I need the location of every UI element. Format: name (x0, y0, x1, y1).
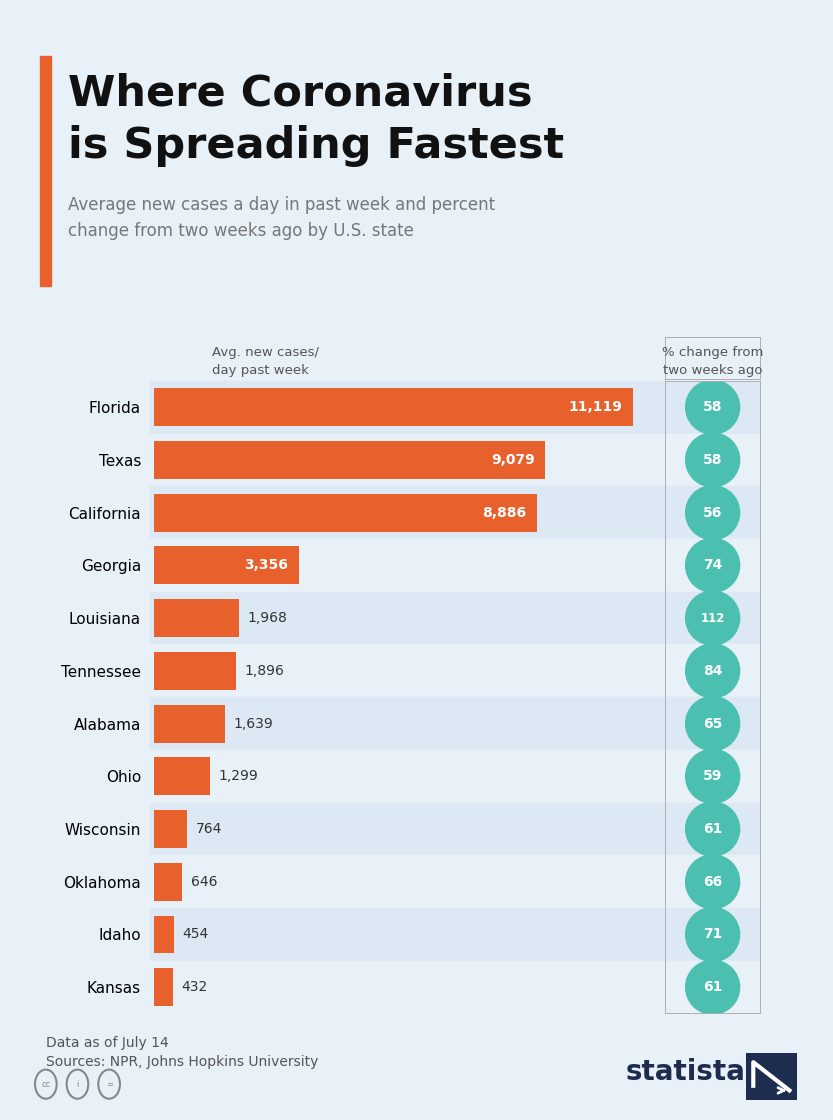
Text: 9,079: 9,079 (491, 452, 535, 467)
Text: 65: 65 (703, 717, 722, 730)
Bar (150, 486, 667, 539)
Text: cc: cc (41, 1080, 51, 1089)
Bar (665, 803, 761, 856)
Text: 84: 84 (703, 664, 722, 678)
Bar (150, 697, 667, 750)
Bar (665, 908, 761, 961)
Ellipse shape (686, 697, 740, 750)
Bar (154, 915, 173, 953)
Bar (665, 961, 761, 1014)
Bar (154, 652, 236, 690)
Ellipse shape (686, 960, 740, 1015)
Text: 1,968: 1,968 (247, 612, 287, 625)
Text: 71: 71 (703, 927, 722, 942)
Text: 59: 59 (703, 769, 722, 783)
Bar (150, 381, 667, 433)
Bar (150, 591, 667, 644)
Bar (150, 644, 667, 697)
Text: 1,896: 1,896 (244, 664, 284, 678)
Bar (150, 539, 667, 591)
Text: 58: 58 (703, 452, 722, 467)
Text: 58: 58 (703, 400, 722, 414)
Text: 8,886: 8,886 (482, 505, 526, 520)
Bar (150, 961, 667, 1014)
Text: 454: 454 (182, 927, 208, 942)
Text: 3,356: 3,356 (244, 559, 288, 572)
Ellipse shape (686, 907, 740, 961)
Bar (665, 750, 761, 803)
Bar (665, 381, 761, 433)
Bar (150, 908, 667, 961)
Bar (665, 697, 761, 750)
Text: =: = (106, 1080, 112, 1089)
Ellipse shape (686, 380, 740, 435)
Bar (150, 750, 667, 803)
Bar (665, 644, 761, 697)
Ellipse shape (686, 644, 740, 698)
Ellipse shape (686, 486, 740, 540)
Text: 74: 74 (703, 559, 722, 572)
Text: Avg. new cases/
day past week: Avg. new cases/ day past week (212, 346, 319, 377)
Ellipse shape (686, 433, 740, 487)
Bar (154, 599, 239, 637)
Bar (665, 433, 761, 486)
Ellipse shape (686, 539, 740, 592)
Text: 11,119: 11,119 (569, 400, 622, 414)
Text: 432: 432 (182, 980, 207, 995)
Ellipse shape (686, 749, 740, 803)
Text: Average new cases a day in past week and percent
change from two weeks ago by U.: Average new cases a day in past week and… (68, 196, 496, 240)
Bar (150, 433, 667, 486)
Ellipse shape (686, 855, 740, 908)
Bar (154, 969, 172, 1006)
Text: Where Coronavirus: Where Coronavirus (68, 73, 533, 115)
Text: 61: 61 (703, 822, 722, 836)
Text: 112: 112 (701, 612, 725, 625)
Text: 646: 646 (191, 875, 217, 889)
Text: 1,299: 1,299 (219, 769, 258, 783)
Text: 1,639: 1,639 (233, 717, 273, 730)
Text: % change from
two weeks ago: % change from two weeks ago (662, 346, 763, 377)
Bar (150, 856, 667, 908)
Text: i: i (77, 1080, 78, 1089)
Text: Sources: NPR, Johns Hopkins University: Sources: NPR, Johns Hopkins University (46, 1055, 318, 1068)
Text: Data as of July 14: Data as of July 14 (46, 1036, 168, 1051)
Bar (154, 862, 182, 900)
Text: 764: 764 (196, 822, 222, 836)
Bar (154, 494, 537, 532)
Bar (154, 547, 299, 585)
Text: statista: statista (626, 1058, 746, 1086)
Bar (665, 539, 761, 591)
Bar (150, 803, 667, 856)
Text: is Spreading Fastest: is Spreading Fastest (68, 125, 565, 167)
Bar (665, 856, 761, 908)
Bar (154, 810, 187, 848)
Bar (154, 757, 210, 795)
Text: 66: 66 (703, 875, 722, 889)
Bar (154, 704, 225, 743)
Bar (154, 389, 633, 426)
Text: 61: 61 (703, 980, 722, 995)
Text: 56: 56 (703, 505, 722, 520)
Bar (665, 591, 761, 644)
Bar (154, 441, 546, 479)
Ellipse shape (686, 591, 740, 645)
Bar (665, 486, 761, 539)
Ellipse shape (686, 802, 740, 856)
